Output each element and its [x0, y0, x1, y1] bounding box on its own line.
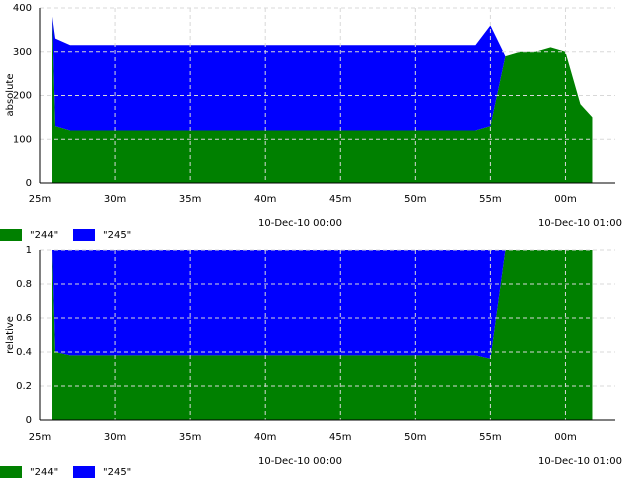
area	[52, 250, 593, 359]
x-tick-label: 30m	[104, 432, 126, 443]
x-tick-label: 35m	[179, 432, 201, 443]
x-tick-label: 45m	[329, 194, 351, 205]
y-tick-label: 0	[26, 415, 32, 426]
y-tick-label: 100	[13, 134, 32, 145]
x-tick-label: 55m	[479, 194, 501, 205]
y-tick-label: 0	[26, 178, 32, 189]
y-tick-label: 200	[13, 91, 32, 102]
annotation: 10-Dec-10 01:00	[538, 218, 622, 229]
legend-swatch	[73, 466, 95, 478]
legend-swatch	[0, 229, 22, 241]
x-tick-label: 25m	[29, 432, 51, 443]
legend-swatch	[73, 229, 95, 241]
y-tick-label: 0.8	[16, 279, 32, 290]
y-axis-label: relative	[5, 316, 16, 354]
area	[52, 16, 593, 131]
annotation: 10-Dec-10 01:00	[538, 456, 622, 467]
legend-swatch	[0, 466, 22, 478]
y-tick-label: 400	[13, 3, 32, 14]
y-axis-label: absolute	[5, 74, 16, 117]
y-tick-label: 1	[26, 245, 32, 256]
area	[52, 16, 593, 183]
legend-label: "245"	[103, 467, 131, 478]
y-tick-label: 0.6	[16, 313, 32, 324]
annotation: 10-Dec-10 00:00	[258, 218, 342, 229]
x-tick-label: 30m	[104, 194, 126, 205]
x-tick-label: 45m	[329, 432, 351, 443]
x-tick-label: 25m	[29, 194, 51, 205]
legend-label: "244"	[30, 467, 58, 478]
annotation: 10-Dec-10 00:00	[258, 456, 342, 467]
x-tick-label: 50m	[404, 194, 426, 205]
y-tick-label: 0.2	[16, 381, 32, 392]
legend-label: "244"	[30, 230, 58, 241]
legend-label: "245"	[103, 230, 131, 241]
x-tick-label: 50m	[404, 432, 426, 443]
area	[52, 250, 593, 420]
x-tick-label: 00m	[554, 194, 576, 205]
x-tick-label: 40m	[254, 432, 276, 443]
x-tick-label: 40m	[254, 194, 276, 205]
x-tick-label: 55m	[479, 432, 501, 443]
x-tick-label: 35m	[179, 194, 201, 205]
x-tick-label: 00m	[554, 432, 576, 443]
y-tick-label: 300	[13, 47, 32, 58]
y-tick-label: 0.4	[16, 347, 32, 358]
